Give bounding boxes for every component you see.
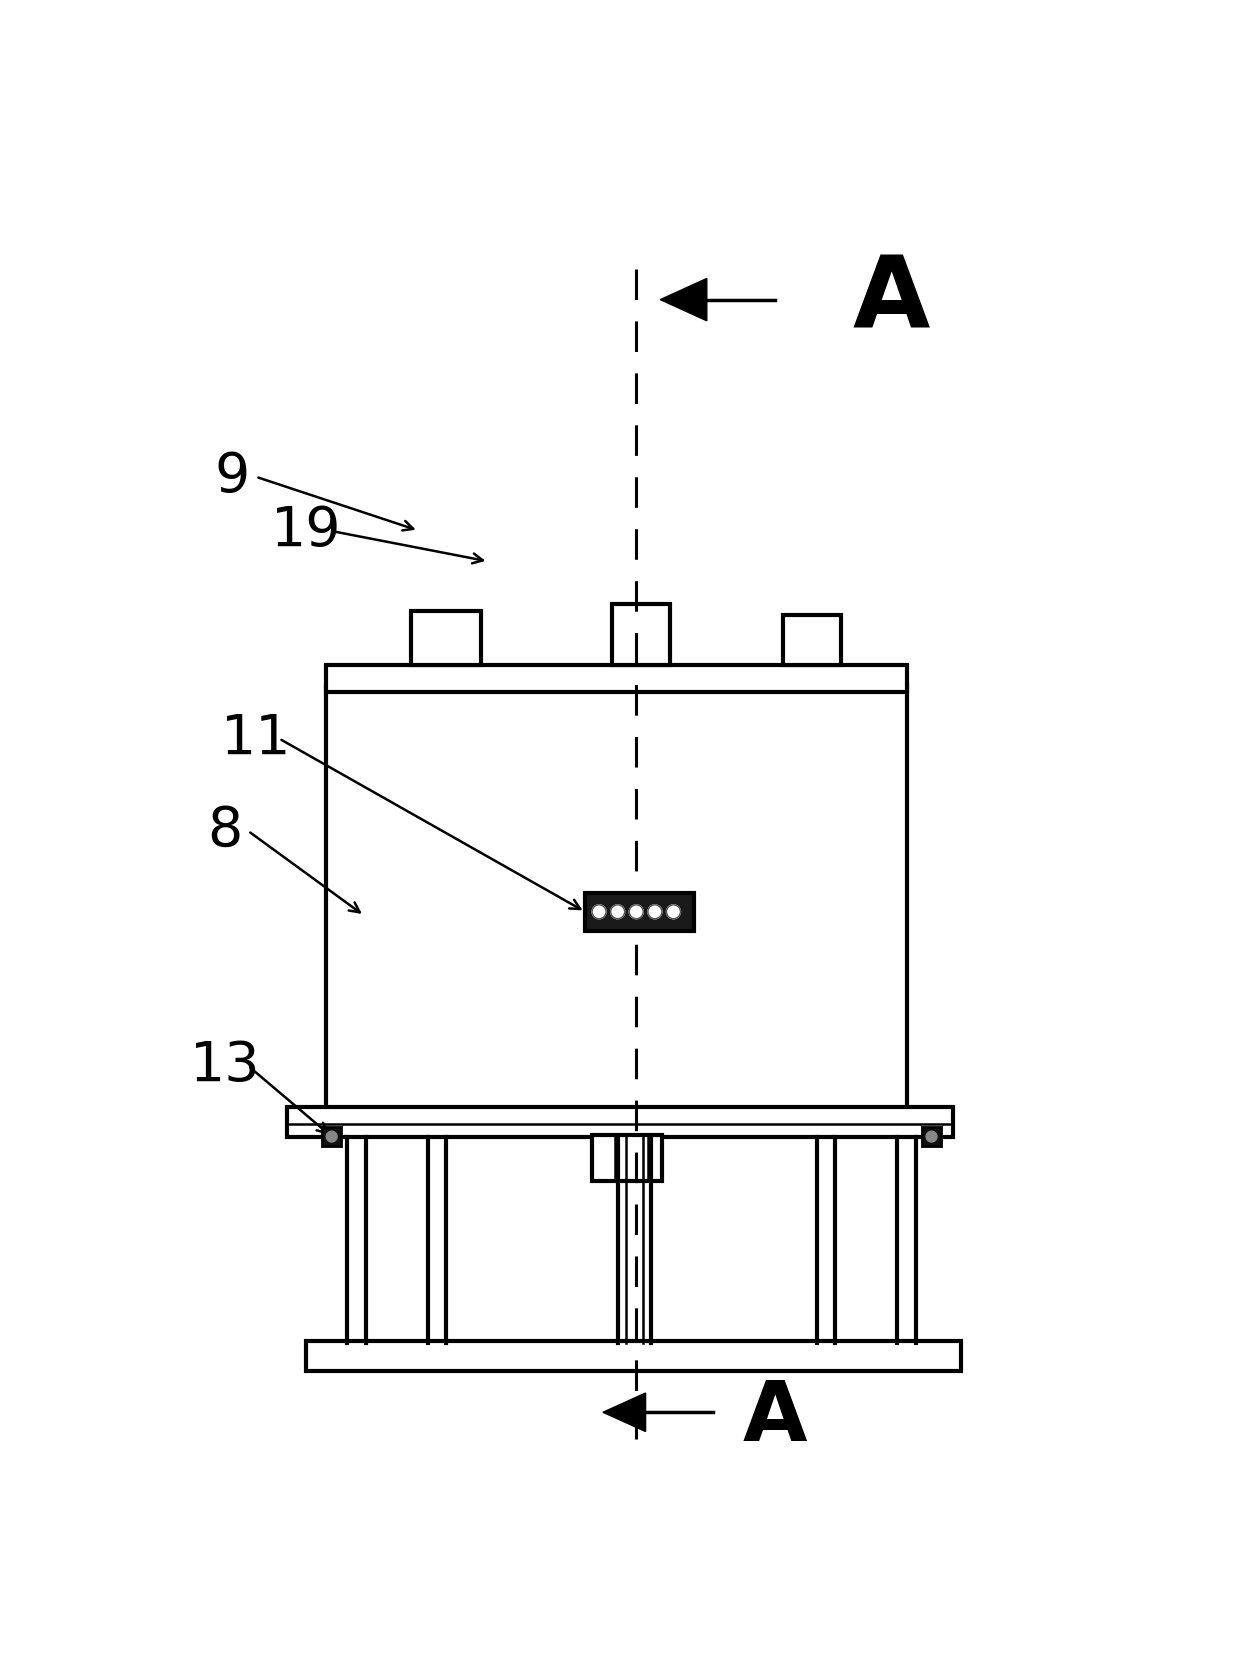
Text: 8: 8 (207, 804, 242, 858)
Circle shape (610, 905, 625, 918)
Bar (325, 666, 906, 693)
Text: 9: 9 (215, 449, 250, 504)
Circle shape (326, 1132, 337, 1142)
Polygon shape (603, 1394, 646, 1432)
Text: 11: 11 (221, 711, 291, 766)
Bar (593, 1135, 662, 1182)
Text: 13: 13 (190, 1038, 260, 1093)
Bar (923, 1127, 941, 1147)
Polygon shape (660, 279, 707, 320)
Bar (322, 1127, 341, 1147)
Bar (286, 1107, 954, 1137)
Text: A: A (743, 1377, 807, 1459)
Bar (585, 893, 693, 931)
Circle shape (647, 905, 662, 918)
Circle shape (926, 1132, 937, 1142)
Bar (613, 604, 671, 666)
Bar (306, 1340, 961, 1372)
Bar (410, 611, 481, 666)
Bar (325, 684, 906, 1117)
Text: A: A (853, 250, 930, 349)
Circle shape (667, 905, 681, 918)
Text: 19: 19 (270, 504, 341, 557)
Bar (782, 616, 841, 666)
Circle shape (593, 905, 606, 918)
Circle shape (630, 905, 644, 918)
